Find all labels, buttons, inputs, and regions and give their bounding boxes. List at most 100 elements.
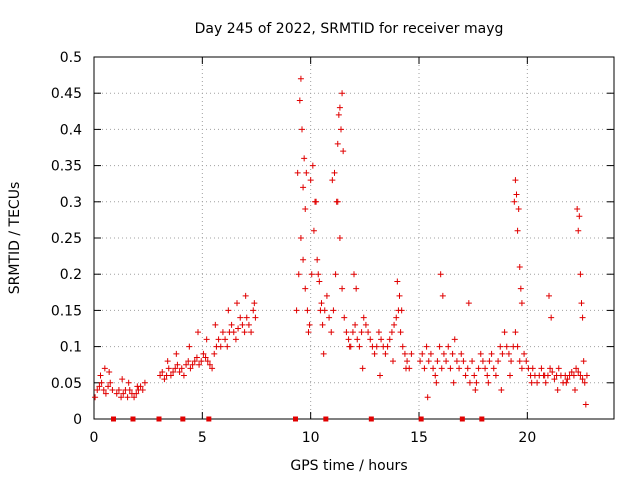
data-point: [109, 387, 116, 394]
data-point: [203, 336, 210, 343]
data-point: [404, 358, 411, 365]
data-point: [563, 379, 570, 386]
data-point: [472, 387, 479, 394]
y-tick-label: 0.05: [51, 376, 82, 392]
data-point: [469, 358, 476, 365]
data-point: [394, 278, 401, 285]
gap-marker: [156, 416, 162, 422]
data-point: [424, 394, 431, 401]
data-point: [92, 394, 99, 401]
data-point: [189, 361, 196, 368]
data-point: [471, 372, 478, 379]
data-point: [572, 387, 578, 394]
data-point: [165, 365, 172, 372]
data-point: [433, 379, 440, 386]
data-point: [191, 358, 198, 365]
data-point: [234, 300, 240, 307]
data-point: [139, 387, 146, 394]
data-point: [577, 372, 584, 379]
data-point: [141, 379, 148, 386]
axis-ticks: 0 0.05 0.1 0.15 0.2 0.25 0.3 0.35 0.4 0.45 0.5 0 5 10…: [51, 50, 614, 446]
data-point: [477, 350, 484, 357]
data-point: [419, 350, 426, 357]
data-point: [252, 314, 259, 321]
data-point: [479, 358, 486, 365]
data-point: [460, 358, 467, 365]
data-point: [423, 343, 430, 350]
data-point: [299, 126, 305, 133]
data-point: [300, 184, 307, 191]
y-axis-label: SRMTID / TECUs: [7, 182, 23, 295]
data-point: [499, 350, 506, 357]
data-point: [511, 198, 518, 205]
data-point: [512, 177, 519, 184]
data-point: [581, 379, 588, 386]
data-point: [172, 365, 179, 372]
data-point: [120, 390, 127, 397]
gap-marker: [130, 416, 136, 422]
data-point: [528, 379, 535, 386]
data-point: [367, 336, 374, 343]
data-point: [508, 358, 515, 365]
data-point: [575, 368, 582, 375]
gap-marker: [459, 416, 465, 422]
data-point: [119, 376, 126, 383]
data-point: [219, 329, 226, 336]
data-point: [167, 372, 174, 379]
data-point: [314, 256, 321, 263]
data-point: [133, 390, 140, 397]
data-point: [204, 358, 211, 365]
y-tick-label: 0.35: [51, 159, 82, 175]
x-tick-label: 5: [198, 430, 207, 446]
data-point: [501, 329, 508, 336]
data-point: [351, 271, 357, 278]
data-point: [185, 358, 192, 365]
y-tick-label: 0.2: [60, 267, 82, 283]
data-point: [113, 390, 120, 397]
data-point: [335, 111, 342, 118]
y-tick-label: 0.3: [60, 195, 82, 211]
data-point: [403, 365, 409, 372]
data-point: [170, 368, 177, 375]
data-point: [159, 368, 166, 375]
data-point: [297, 75, 304, 82]
data-point: [551, 376, 558, 383]
y-tick-label: 0.5: [60, 50, 82, 66]
data-point: [576, 213, 583, 220]
data-point: [373, 343, 380, 350]
data-point: [301, 155, 308, 162]
data-point: [209, 365, 216, 372]
data-point: [178, 365, 185, 372]
data-point: [445, 343, 452, 350]
data-point: [346, 343, 353, 350]
y-tick-label: 0.45: [51, 86, 82, 102]
data-point: [575, 227, 582, 234]
data-point: [106, 368, 113, 375]
data-point: [443, 358, 450, 365]
data-point: [97, 372, 104, 379]
data-point: [340, 148, 347, 155]
data-point: [336, 235, 343, 241]
data-point: [180, 372, 187, 379]
data-point: [330, 307, 337, 314]
data-point: [534, 379, 541, 386]
data-point: [538, 365, 545, 372]
data-point: [242, 292, 249, 299]
data-point: [362, 321, 369, 328]
data-point: [164, 358, 171, 365]
gap-marker: [206, 416, 212, 422]
data-point: [125, 379, 132, 386]
data-point: [518, 300, 525, 307]
data-point: [514, 227, 521, 234]
data-point: [202, 354, 209, 361]
data-point: [302, 206, 309, 213]
data-point: [513, 191, 520, 198]
data-point: [482, 365, 489, 372]
data-point: [503, 343, 510, 350]
data-point: [319, 321, 326, 328]
data-point: [338, 126, 344, 133]
data-point: [554, 387, 561, 394]
data-point: [217, 343, 224, 350]
data-point: [105, 383, 112, 390]
data-point: [318, 300, 325, 307]
